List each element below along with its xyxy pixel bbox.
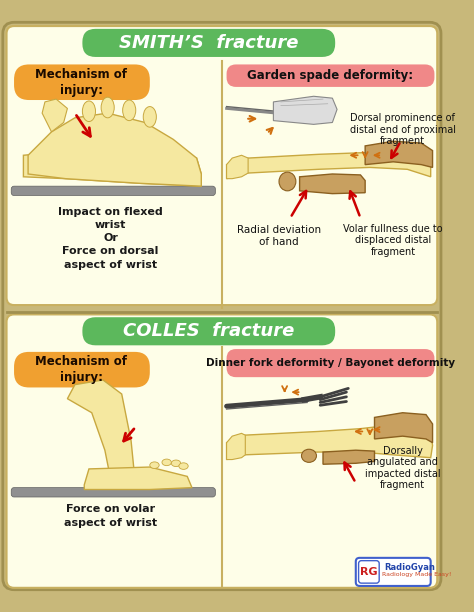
- Ellipse shape: [143, 106, 156, 127]
- Polygon shape: [84, 467, 192, 490]
- Polygon shape: [374, 412, 433, 442]
- Text: Garden spade deformity:: Garden spade deformity:: [247, 69, 414, 82]
- Polygon shape: [28, 113, 201, 186]
- FancyBboxPatch shape: [11, 186, 215, 195]
- Polygon shape: [365, 141, 433, 168]
- FancyBboxPatch shape: [227, 349, 435, 377]
- Text: Radiology Made Easy!: Radiology Made Easy!: [382, 572, 452, 577]
- Text: Dorsally
angulated and
impacted distal
fragment: Dorsally angulated and impacted distal f…: [365, 446, 440, 490]
- Ellipse shape: [162, 459, 171, 466]
- Text: Dinner fork deformity / Bayonet deformity: Dinner fork deformity / Bayonet deformit…: [206, 358, 455, 368]
- Text: COLLES  fracture: COLLES fracture: [123, 323, 294, 340]
- Polygon shape: [273, 96, 337, 124]
- Polygon shape: [42, 99, 67, 132]
- Polygon shape: [23, 151, 201, 186]
- Text: Dorsal prominence of
distal end of proximal
fragment: Dorsal prominence of distal end of proxi…: [350, 113, 456, 146]
- Text: RadioGyan: RadioGyan: [384, 562, 435, 572]
- Text: Radial deviation
of hand: Radial deviation of hand: [237, 225, 321, 247]
- FancyBboxPatch shape: [7, 315, 437, 588]
- Polygon shape: [227, 425, 433, 460]
- Text: Mechanism of
injury:: Mechanism of injury:: [36, 68, 128, 97]
- FancyBboxPatch shape: [7, 26, 437, 305]
- Polygon shape: [227, 155, 248, 179]
- Text: SMITH’S  fracture: SMITH’S fracture: [119, 34, 299, 52]
- Ellipse shape: [101, 97, 114, 118]
- FancyBboxPatch shape: [82, 317, 335, 345]
- Ellipse shape: [82, 101, 95, 122]
- Polygon shape: [67, 380, 136, 488]
- Text: RG: RG: [360, 567, 378, 577]
- Polygon shape: [227, 433, 246, 460]
- Ellipse shape: [123, 100, 136, 121]
- Polygon shape: [300, 174, 365, 193]
- FancyBboxPatch shape: [227, 64, 435, 87]
- Ellipse shape: [179, 463, 188, 469]
- FancyBboxPatch shape: [82, 29, 335, 57]
- Ellipse shape: [150, 462, 159, 468]
- Ellipse shape: [171, 460, 181, 466]
- FancyBboxPatch shape: [3, 22, 441, 590]
- FancyBboxPatch shape: [14, 64, 150, 100]
- Polygon shape: [227, 152, 431, 179]
- Text: Mechanism of
injury:: Mechanism of injury:: [36, 355, 128, 384]
- Text: Force on volar
aspect of wrist: Force on volar aspect of wrist: [64, 504, 157, 528]
- FancyBboxPatch shape: [359, 561, 379, 583]
- Text: Volar fullness due to
displaced distal
fragment: Volar fullness due to displaced distal f…: [344, 223, 443, 257]
- Ellipse shape: [301, 449, 317, 462]
- Ellipse shape: [279, 172, 296, 191]
- FancyBboxPatch shape: [11, 488, 215, 497]
- FancyBboxPatch shape: [356, 558, 431, 586]
- FancyBboxPatch shape: [14, 352, 150, 387]
- Text: Impact on flexed
wrist
Or
Force on dorsal
aspect of wrist: Impact on flexed wrist Or Force on dorsa…: [58, 207, 163, 269]
- Polygon shape: [323, 450, 374, 465]
